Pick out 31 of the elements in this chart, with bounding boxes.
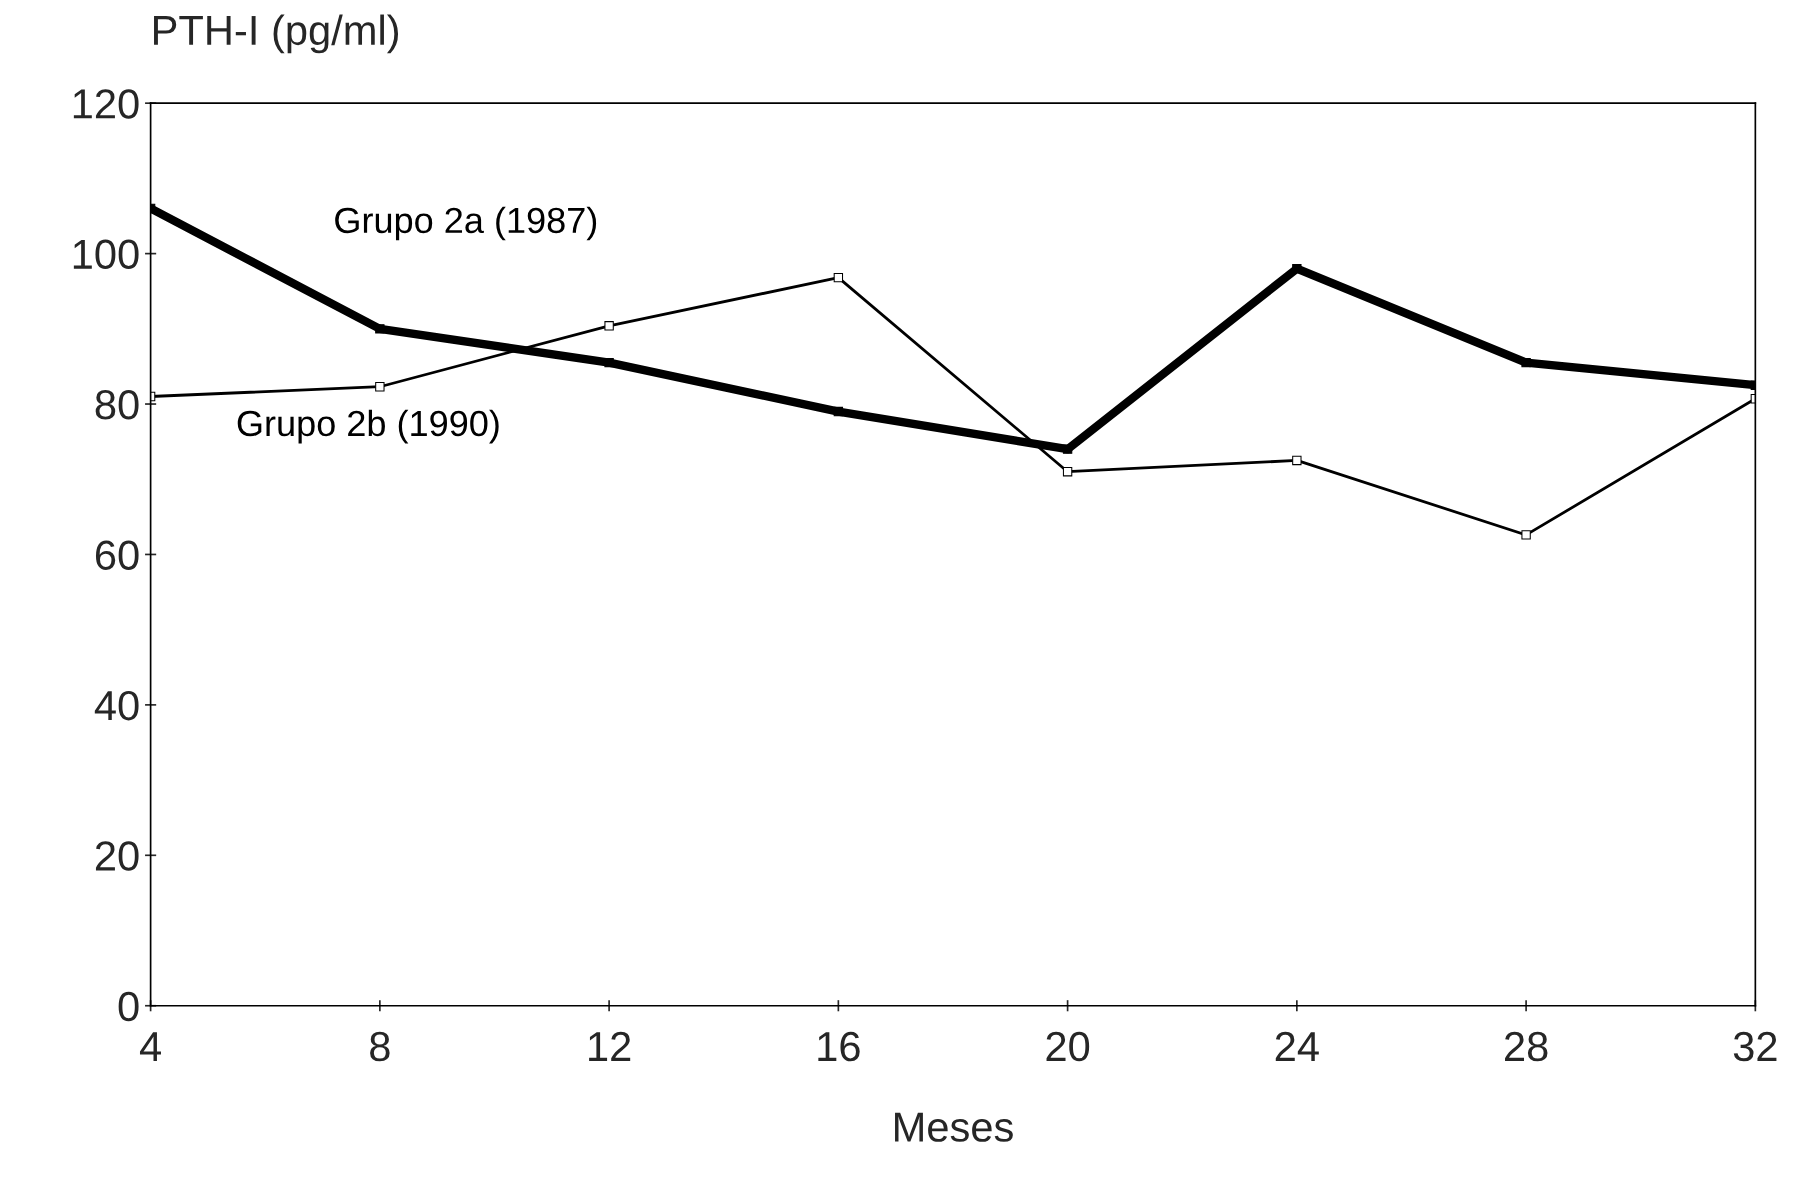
x-tick-label: 20 (1046, 1031, 1090, 1062)
point (833, 406, 844, 417)
series-label: Grupo 2a (1987) (335, 206, 597, 241)
point (1062, 467, 1073, 477)
y-tick-label: 20 (95, 841, 139, 871)
point (1292, 263, 1302, 274)
x-tick-label: 24 (1275, 1031, 1319, 1061)
y-tick-label: 120 (73, 89, 139, 119)
point (604, 357, 614, 368)
point (375, 324, 385, 334)
x-tick-label: 4 (139, 1032, 161, 1061)
x-tick-label: 8 (370, 1031, 390, 1062)
y-tick-label: 80 (95, 390, 139, 420)
series-label: Grupo 2b (1990) (237, 409, 499, 444)
point (604, 321, 614, 331)
point (1521, 530, 1531, 540)
x-tick-label: 32 (1733, 1031, 1777, 1062)
point (833, 272, 844, 283)
point (375, 382, 385, 392)
x-tick-label: 28 (1505, 1031, 1548, 1062)
point (1292, 455, 1302, 466)
y-tick-label: 100 (73, 239, 139, 270)
y-tick-label: 0 (118, 991, 139, 1022)
point (1521, 357, 1531, 368)
y-tick-label: 60 (95, 540, 139, 570)
y-tick-label: 40 (94, 690, 139, 721)
x-tick-label: 16 (818, 1031, 860, 1062)
point (1062, 444, 1073, 454)
x-axis-title: Meses (895, 1112, 1013, 1142)
y-axis-title: PTH-I (pg/ml) (154, 14, 399, 54)
x-tick-label: 12 (589, 1031, 631, 1061)
